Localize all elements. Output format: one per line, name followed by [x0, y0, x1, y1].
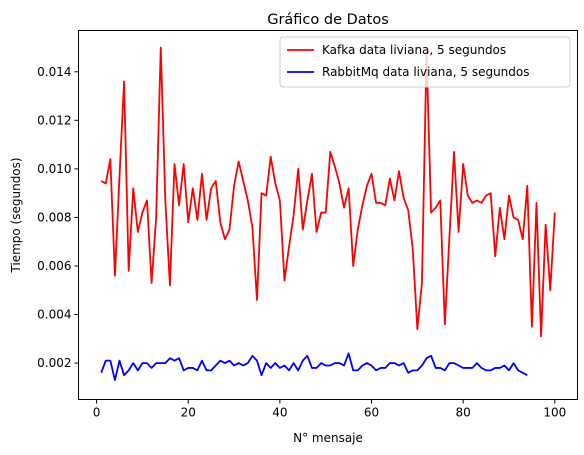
x-tick-label: 40 — [272, 406, 287, 420]
x-axis-label: N° mensaje — [293, 431, 363, 445]
legend-box — [279, 36, 571, 88]
x-tick-label: 0 — [93, 406, 101, 420]
legend-label-kafka: Kafka data liviana, 5 segundos — [322, 43, 506, 57]
x-tick-label: 20 — [181, 406, 196, 420]
y-tick-label: 0.008 — [37, 210, 71, 224]
y-tick-label: 0.012 — [37, 113, 71, 127]
y-tick-label: 0.014 — [37, 65, 71, 79]
axis-ticks: 0 20 40 60 80 100 0.002 0.004 0.006 0.008 0.010 0.0… — [37, 65, 566, 420]
legend-label-rabbitmq: RabbitMq data liviana, 5 segundos — [322, 65, 530, 79]
kafka-series-line — [100, 46, 556, 338]
y-axis-label: Tiempo (segundos) — [9, 157, 23, 273]
y-tick-label: 0.002 — [37, 356, 71, 370]
y-tick-label: 0.010 — [37, 162, 71, 176]
chart-title: Gráfico de Datos — [267, 12, 389, 28]
plot-frame — [78, 30, 578, 400]
legend: Kafka data liviana, 5 segundos RabbitMq … — [279, 36, 571, 88]
y-tick-label: 0.006 — [37, 259, 71, 273]
x-tick-label: 60 — [364, 406, 379, 420]
rabbitmq-series-line — [100, 352, 528, 381]
plot-area — [100, 46, 556, 381]
x-tick-label: 100 — [543, 406, 566, 420]
y-tick-label: 0.004 — [37, 308, 71, 322]
x-tick-label: 80 — [456, 406, 471, 420]
